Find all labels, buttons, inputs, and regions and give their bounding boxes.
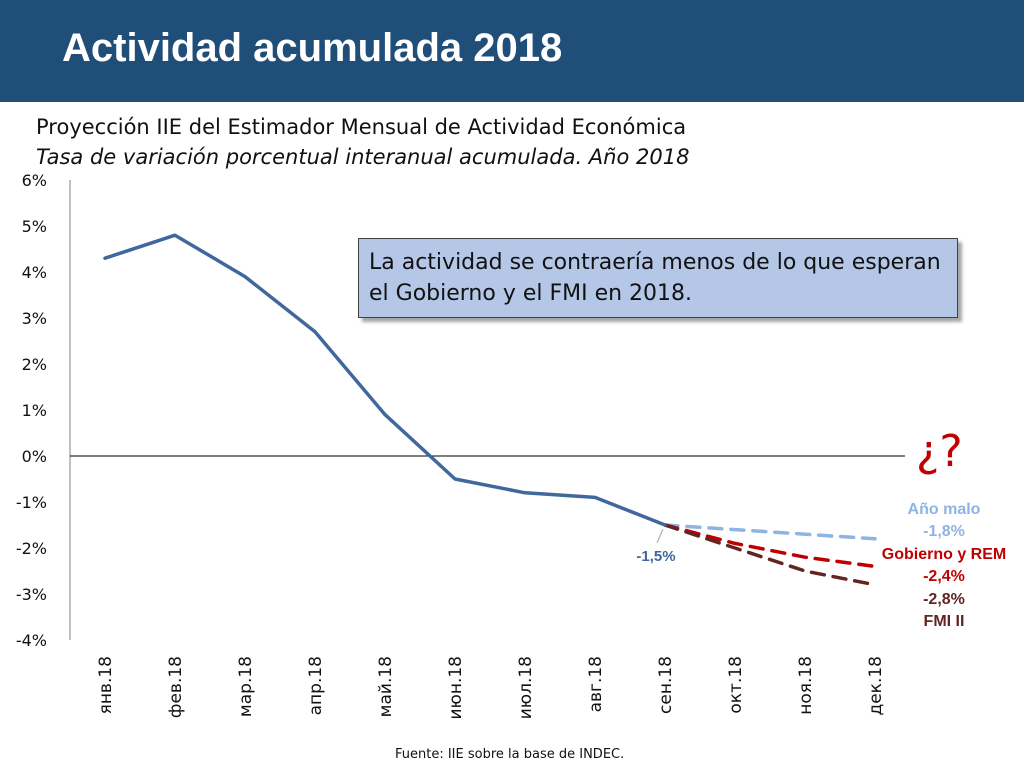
y-tick-label: 1% <box>22 401 47 420</box>
question-mark: ¿? <box>916 426 963 477</box>
label-last-actual: -1,5% <box>636 548 675 565</box>
y-tick-label: -3% <box>16 585 47 604</box>
subtitle-line-1: Proyección IIE del Estimador Mensual de … <box>36 115 687 139</box>
label-gobierno-rem: Gobierno y REM <box>882 546 1006 563</box>
x-tick-label: июл.18 <box>516 656 536 719</box>
x-tick-label: май.18 <box>376 656 396 717</box>
annotation-leader <box>656 528 664 544</box>
y-tick-label: -1% <box>16 493 47 512</box>
y-tick-label: 2% <box>22 355 47 374</box>
chart-subtitle: Proyección IIE del Estimador Mensual de … <box>36 112 689 172</box>
x-tick-label: мар.18 <box>236 656 256 717</box>
x-tick-label: окт.18 <box>726 656 746 714</box>
value-ano-malo: -1,8% <box>923 523 965 540</box>
y-tick-label: 4% <box>22 263 47 282</box>
callout-box: La actividad se contraería menos de lo q… <box>358 238 958 318</box>
x-tick-label: ноя.18 <box>796 656 816 715</box>
x-tick-label: янв.18 <box>96 656 116 714</box>
value-gobierno-rem: -2,4% <box>923 568 965 585</box>
label-fmi: FMI II <box>924 613 965 630</box>
x-tick-label: фев.18 <box>166 656 186 718</box>
x-tick-label: авг.18 <box>586 656 606 712</box>
value-fmi: -2,8% <box>923 591 965 608</box>
series-line-actual <box>103 233 667 527</box>
y-tick-label: 6% <box>22 171 47 190</box>
source-note: Fuente: IIE sobre la base de INDEC. <box>395 747 625 762</box>
x-tick-label: апр.18 <box>306 656 326 715</box>
y-tick-label: 0% <box>22 447 47 466</box>
series-line-fmi <box>663 523 877 587</box>
series-line-gobierno-rem <box>663 523 877 569</box>
series-line-ano-malo <box>663 523 877 541</box>
subtitle-line-2: Tasa de variación porcentual interanual … <box>36 145 690 169</box>
title-bar: Actividad acumulada 2018 <box>0 0 1024 102</box>
x-tick-label: дек.18 <box>866 656 886 716</box>
x-tick-label: июн.18 <box>446 656 466 720</box>
label-ano-malo: Año malo <box>908 501 981 518</box>
y-tick-label: -4% <box>16 631 47 650</box>
page-title: Actividad acumulada 2018 <box>62 26 563 70</box>
x-tick-label: сен.18 <box>656 656 676 714</box>
y-tick-label: -2% <box>16 539 47 558</box>
y-tick-label: 5% <box>22 217 47 236</box>
y-tick-label: 3% <box>22 309 47 328</box>
